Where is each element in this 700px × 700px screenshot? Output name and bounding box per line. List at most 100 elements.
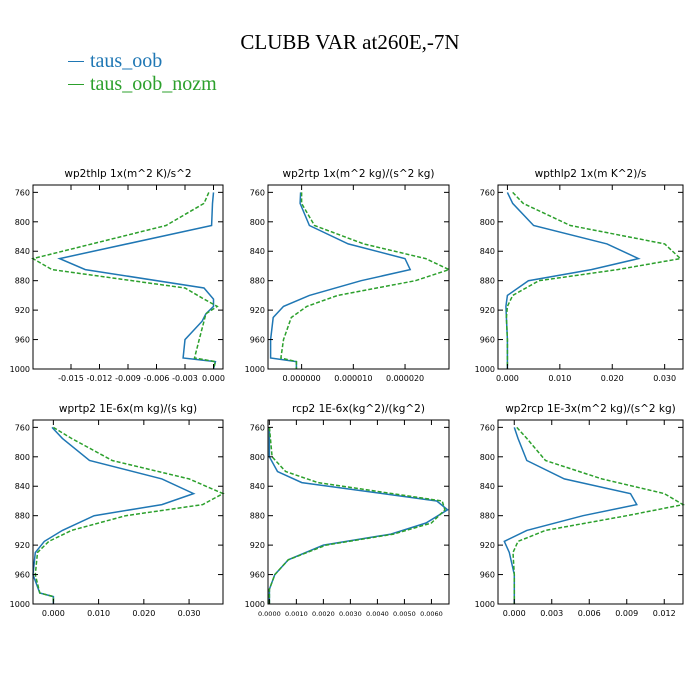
y-tick-label: 920 — [250, 306, 265, 315]
panel-title: wp2thlp 1x(m^2 K)/s^2 — [64, 168, 191, 180]
y-tick-label: 840 — [250, 247, 265, 256]
x-tick-label: 0.0030 — [339, 610, 362, 618]
series-line-taus-oob — [32, 426, 196, 604]
x-tick-label: -0.012 — [87, 374, 113, 383]
y-tick-label: 960 — [480, 571, 495, 580]
x-tick-label: 0.010 — [548, 374, 571, 383]
y-tick-label: 880 — [15, 277, 30, 286]
y-tick-label: 800 — [15, 453, 30, 462]
y-tick-label: 760 — [15, 188, 30, 197]
y-tick-label: 800 — [15, 218, 30, 227]
y-tick-label: 960 — [250, 336, 265, 345]
plot-frame — [32, 419, 224, 605]
x-tick-label: 0.0000 — [258, 610, 281, 618]
x-tick-label: -0.015 — [58, 374, 84, 383]
x-tick-label: 0.0050 — [393, 610, 416, 618]
y-tick-label: 760 — [250, 188, 265, 197]
x-tick-label: 0.000010 — [334, 374, 372, 383]
series-line-taus-oob-nozm — [512, 426, 686, 604]
y-tick-label: 760 — [250, 423, 265, 432]
y-tick-label: 840 — [15, 482, 30, 491]
x-tick-label: 0.012 — [653, 609, 676, 618]
legend-swatch-taus-oob-nozm — [68, 84, 84, 85]
plot-frame — [267, 419, 450, 605]
y-tick-label: 800 — [480, 453, 495, 462]
y-tick-label: 760 — [15, 423, 30, 432]
series-line-taus-oob-nozm — [280, 192, 452, 369]
main-title: CLUBB VAR at260E,-7N — [240, 30, 460, 54]
y-tick-label: 880 — [15, 512, 30, 521]
y-tick-label: 760 — [480, 423, 495, 432]
x-tick-label: 0.0020 — [312, 610, 335, 618]
panel-title: wprtp2 1E-6x(m kg)/(s kg) — [59, 403, 197, 415]
series-line-taus-oob-nozm — [34, 426, 225, 604]
y-tick-label: 960 — [15, 571, 30, 580]
series-line-taus-oob — [57, 192, 217, 370]
x-tick-label: 0.009 — [615, 609, 638, 618]
y-tick-label: 800 — [480, 218, 495, 227]
y-tick-label: 840 — [250, 482, 265, 491]
y-tick-label: 880 — [250, 512, 265, 521]
y-tick-label: 840 — [480, 482, 495, 491]
x-tick-label: 0.020 — [601, 374, 624, 383]
y-tick-label: 920 — [480, 541, 495, 550]
y-tick-label: 800 — [250, 218, 265, 227]
chart-panel-4: wprtp2 1E-6x(m kg)/(s kg) 760 800 840 880 920… — [10, 403, 225, 618]
y-tick-label: 880 — [250, 277, 265, 286]
y-tick-label: 960 — [15, 336, 30, 345]
series-line-taus-oob — [269, 192, 412, 369]
panel-title: wp2rcp 1E-3x(m^2 kg)/(s^2 kg) — [505, 403, 676, 415]
y-tick-label: 880 — [480, 277, 495, 286]
y-tick-label: 920 — [250, 541, 265, 550]
y-tick-label: 920 — [480, 306, 495, 315]
x-tick-label: 0.000 — [202, 374, 225, 383]
plot-frame — [497, 419, 684, 605]
series-line-taus-oob — [505, 192, 641, 369]
y-tick-label: 920 — [15, 541, 30, 550]
x-tick-label: -0.009 — [115, 374, 141, 383]
plot-frame — [267, 184, 450, 370]
chart-panel-1: wp2thlp 1x(m^2 K)/s^2 760 800 840 880 920 960 1… — [10, 168, 225, 383]
x-tick-label: 0.010 — [87, 609, 110, 618]
panel-title: wpthlp2 1x(m K^2)/s — [535, 168, 647, 180]
y-tick-label: 840 — [15, 247, 30, 256]
y-tick-label: 960 — [480, 336, 495, 345]
x-tick-label: -0.003 — [172, 374, 198, 383]
series-line-taus-oob — [268, 427, 449, 604]
panel-title: wp2rtp 1x(m^2 kg)/(s^2 kg) — [282, 168, 434, 180]
x-tick-label: 0.030 — [653, 374, 676, 383]
y-tick-label: 920 — [15, 306, 30, 315]
chart-panel-2: wp2rtp 1x(m^2 kg)/(s^2 kg) 760 800 840 880 92… — [245, 168, 452, 383]
x-tick-label: 0.000020 — [386, 374, 424, 383]
chart-panel-5: rcp2 1E-6x(kg^2)/(kg^2) 760 800 840 880 920 96… — [245, 403, 450, 618]
y-tick-label: 840 — [480, 247, 495, 256]
plot-frame — [497, 184, 684, 370]
y-tick-label: 1000 — [245, 600, 265, 609]
plot-frame — [32, 184, 224, 370]
x-tick-label: 0.000 — [503, 609, 526, 618]
y-tick-label: 1000 — [10, 365, 30, 374]
x-tick-label: 0.006 — [578, 609, 601, 618]
x-tick-label: 0.000 — [496, 374, 519, 383]
x-tick-label: 0.000000 — [283, 374, 321, 383]
y-tick-label: 1000 — [245, 365, 265, 374]
x-tick-label: 0.0010 — [285, 610, 308, 618]
chart-panel-6: wp2rcp 1E-3x(m^2 kg)/(s^2 kg) 760 800 840 88… — [475, 403, 686, 618]
y-tick-label: 760 — [480, 188, 495, 197]
legend-label-taus-oob: taus_oob — [90, 50, 163, 72]
legend-entry-taus-oob: taus_oob — [68, 50, 162, 73]
series-line-taus-oob-nozm — [268, 427, 446, 604]
y-tick-label: 1000 — [475, 365, 495, 374]
x-tick-label: 0.0040 — [366, 610, 389, 618]
y-tick-label: 1000 — [475, 600, 495, 609]
series-line-taus-oob — [503, 427, 638, 604]
x-tick-label: 0.000 — [42, 609, 65, 618]
x-tick-label: 0.0060 — [420, 610, 443, 618]
chart-panel-3: wpthlp2 1x(m K^2)/s 760 800 840 880 920 960 100… — [475, 168, 684, 383]
y-tick-label: 1000 — [10, 600, 30, 609]
legend-swatch-taus-oob — [68, 61, 84, 62]
series-line-taus-oob-nozm — [505, 191, 683, 369]
x-tick-label: 0.003 — [540, 609, 563, 618]
x-tick-label: -0.006 — [144, 374, 170, 383]
